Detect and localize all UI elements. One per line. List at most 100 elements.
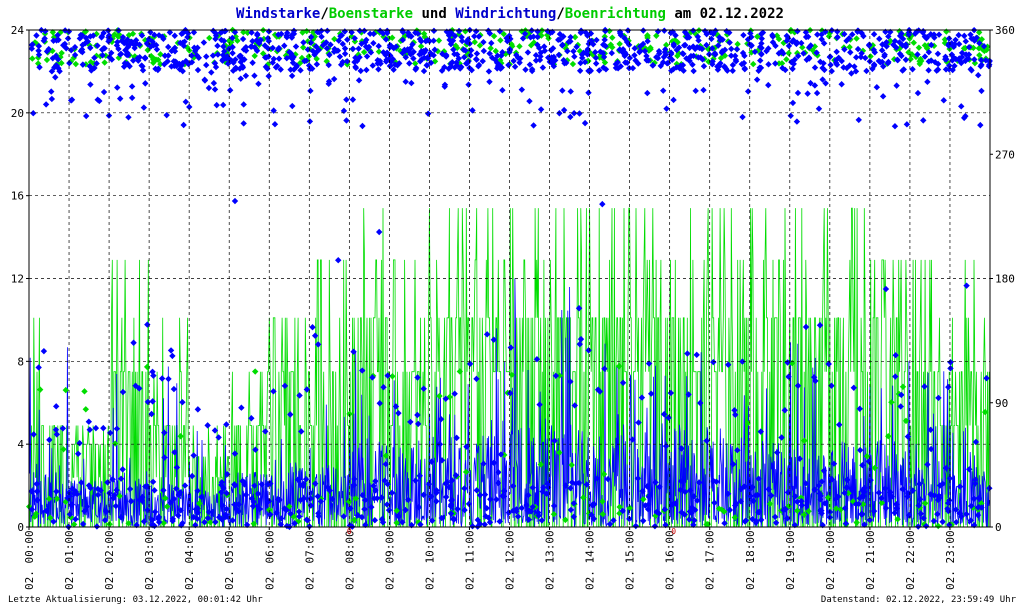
x-tick-label: 02. 03:00: [143, 530, 156, 590]
windrichtung-point: [375, 66, 382, 73]
x-tick-label: 02. 09:00: [383, 530, 396, 590]
windrichtung-point: [84, 38, 91, 45]
windrichtung-point: [697, 399, 704, 407]
windrichtung-point: [289, 59, 297, 66]
windrichtung-point: [589, 501, 596, 509]
windrichtung-point: [151, 508, 159, 516]
windrichtung-point: [218, 516, 226, 523]
boenrichtung-point: [526, 29, 534, 36]
windrichtung-point: [965, 51, 973, 58]
windrichtung-point: [726, 29, 733, 36]
windrichtung-point: [655, 510, 663, 517]
windrichtung-point: [222, 513, 229, 521]
windrichtung-point: [297, 496, 304, 504]
windrichtung-point: [485, 68, 493, 75]
windrichtung-point: [758, 35, 765, 42]
windrichtung-point: [265, 498, 273, 505]
windrichtung-point: [133, 521, 140, 529]
windrichtung-point: [447, 40, 455, 48]
windrichtung-point: [468, 66, 475, 74]
windrichtung-point: [203, 53, 210, 60]
boenrichtung-point: [894, 516, 901, 523]
windrichtung-point: [527, 34, 534, 41]
windrichtung-point: [827, 61, 834, 69]
y-right-tick-label: 360: [995, 24, 1015, 37]
windrichtung-point: [326, 51, 333, 59]
windrichtung-point: [596, 67, 603, 74]
windrichtung-point: [751, 48, 759, 56]
windrichtung-point: [614, 65, 622, 72]
windrichtung-point: [792, 493, 799, 500]
windrichtung-point: [711, 499, 718, 506]
y-left-tick-label: 20: [11, 107, 24, 120]
boenrichtung-point: [825, 33, 833, 40]
windrichtung-point: [529, 503, 537, 510]
windrichtung-point: [783, 32, 790, 40]
windrichtung-point: [52, 426, 60, 433]
windrichtung-point: [218, 481, 225, 489]
windrichtung-point: [307, 39, 315, 46]
windrichtung-point: [283, 55, 290, 62]
boenrichtung-point: [556, 449, 563, 456]
windrichtung-point: [427, 49, 434, 57]
windrichtung-point: [684, 350, 691, 357]
windrichtung-point: [388, 58, 395, 66]
windrichtung-point: [140, 104, 148, 111]
boenrichtung-point: [43, 56, 51, 64]
windrichtung-point: [683, 31, 690, 38]
windrichtung-point: [68, 96, 76, 103]
windrichtung-point: [228, 57, 235, 64]
windrichtung-point: [854, 45, 862, 53]
boenrichtung-point: [162, 495, 169, 502]
boenrichtung-point: [311, 33, 319, 40]
windrichtung-point: [367, 49, 375, 56]
windrichtung-point: [920, 514, 927, 522]
windrichtung-point: [214, 42, 221, 50]
windrichtung-point: [559, 87, 566, 94]
windrichtung-point: [479, 57, 486, 65]
windrichtung-point: [302, 476, 310, 483]
windrichtung-point: [223, 489, 230, 497]
boenrichtung-point: [601, 33, 608, 40]
windrichtung-point: [124, 60, 131, 68]
windrichtung-point: [838, 57, 845, 65]
windrichtung-point: [277, 66, 284, 73]
boenrichtung-point: [251, 368, 259, 375]
windrichtung-point: [243, 521, 251, 529]
boenrichtung-point: [527, 42, 535, 49]
windrichtung-point: [594, 475, 601, 482]
windrichtung-point: [173, 59, 180, 67]
windrichtung-point: [235, 501, 242, 508]
windrichtung-point: [208, 69, 215, 76]
windrichtung-point: [33, 488, 41, 495]
windrichtung-point: [978, 504, 985, 511]
boenrichtung-point: [305, 53, 313, 60]
windrichtung-point: [873, 83, 881, 91]
windrichtung-point: [117, 514, 125, 521]
boenrichtung-point: [616, 40, 623, 48]
windrichtung-point: [239, 35, 247, 43]
windrichtung-point: [832, 59, 840, 67]
windrichtung-point: [480, 47, 488, 55]
boenrichtung-point: [908, 51, 916, 58]
windrichtung-point: [676, 65, 683, 72]
windrichtung-point: [348, 29, 355, 36]
windrichtung-point: [178, 522, 185, 529]
windrichtung-point: [541, 47, 549, 54]
windrichtung-point: [28, 41, 36, 49]
windrichtung-point: [180, 121, 187, 129]
windrichtung-point: [290, 66, 298, 73]
windrichtung-point: [631, 52, 638, 59]
windrichtung-point: [191, 47, 199, 55]
windrichtung-point: [794, 382, 802, 389]
windrichtung-point: [672, 32, 679, 39]
windrichtung-point: [750, 497, 757, 505]
windrichtung-point: [77, 31, 85, 39]
windrichtung-point: [699, 56, 706, 63]
windrichtung-point: [87, 81, 94, 88]
windrichtung-point: [256, 39, 263, 47]
boenrichtung-point: [389, 34, 396, 41]
windrichtung-point: [945, 383, 952, 391]
windrichtung-point: [437, 415, 445, 423]
windrichtung-point: [248, 495, 256, 502]
